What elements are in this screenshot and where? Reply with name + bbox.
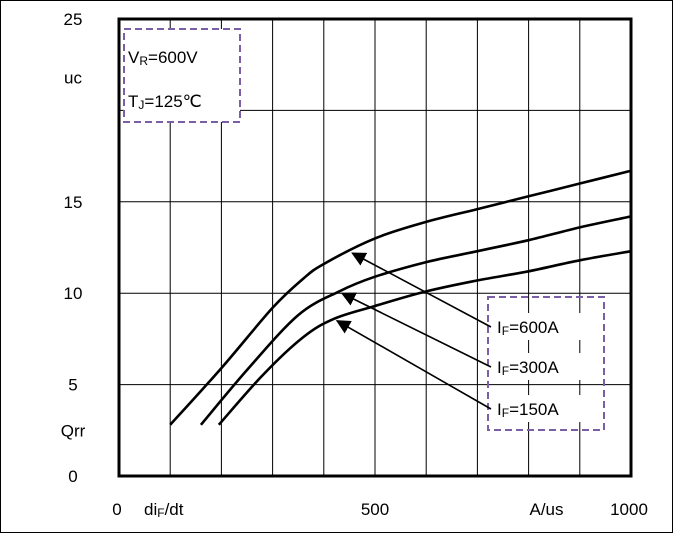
- tick-labels: 0 5 10 15 25 uc Qrr 0 500 1000 A/us diF/dt: [61, 10, 648, 520]
- series-line-if-300a: [199, 215, 632, 426]
- series-label-bg: [493, 313, 599, 340]
- condition-tj-label: TJ=125℃: [128, 92, 202, 112]
- y-unit-label: uc: [64, 68, 82, 87]
- curves: [169, 169, 632, 426]
- series-label-bg: [493, 353, 599, 380]
- grid: [119, 19, 631, 476]
- series-labels-box: [487, 296, 605, 431]
- series-pointer-arrow: [340, 292, 492, 368]
- series-label-if-150a: IF=150A: [497, 400, 559, 420]
- x-tick-label: 500: [361, 500, 389, 519]
- plot-area: [117, 17, 633, 478]
- series-pointer-arrow: [351, 252, 492, 328]
- annotations: VR=600V TJ=125℃ IF=600A IF=300A IF=150A: [123, 28, 605, 431]
- x-axis-label: diF/dt: [144, 500, 184, 520]
- series-line-if-150a: [217, 249, 632, 426]
- series-pointer-arrow: [335, 320, 492, 410]
- x-unit-label: A/us: [530, 500, 564, 519]
- series-line-if-600a: [169, 169, 632, 426]
- series-label-if-300a: IF=300A: [497, 358, 559, 378]
- y-tick-label: 25: [64, 10, 83, 29]
- y-tick-label: 10: [64, 284, 83, 303]
- x-tick-label: 1000: [610, 500, 648, 519]
- y-tick-label: 0: [68, 467, 77, 486]
- conditions-box: [123, 28, 241, 123]
- y-axis-label: Qrr: [61, 421, 86, 440]
- y-tick-label: 15: [64, 193, 83, 212]
- series-label-bg: [493, 395, 599, 422]
- x-tick-label: 0: [112, 500, 121, 519]
- condition-vr-label: VR=600V: [128, 48, 198, 68]
- series-label-if-600a: IF=600A: [497, 318, 559, 338]
- y-tick-label: 5: [68, 376, 77, 395]
